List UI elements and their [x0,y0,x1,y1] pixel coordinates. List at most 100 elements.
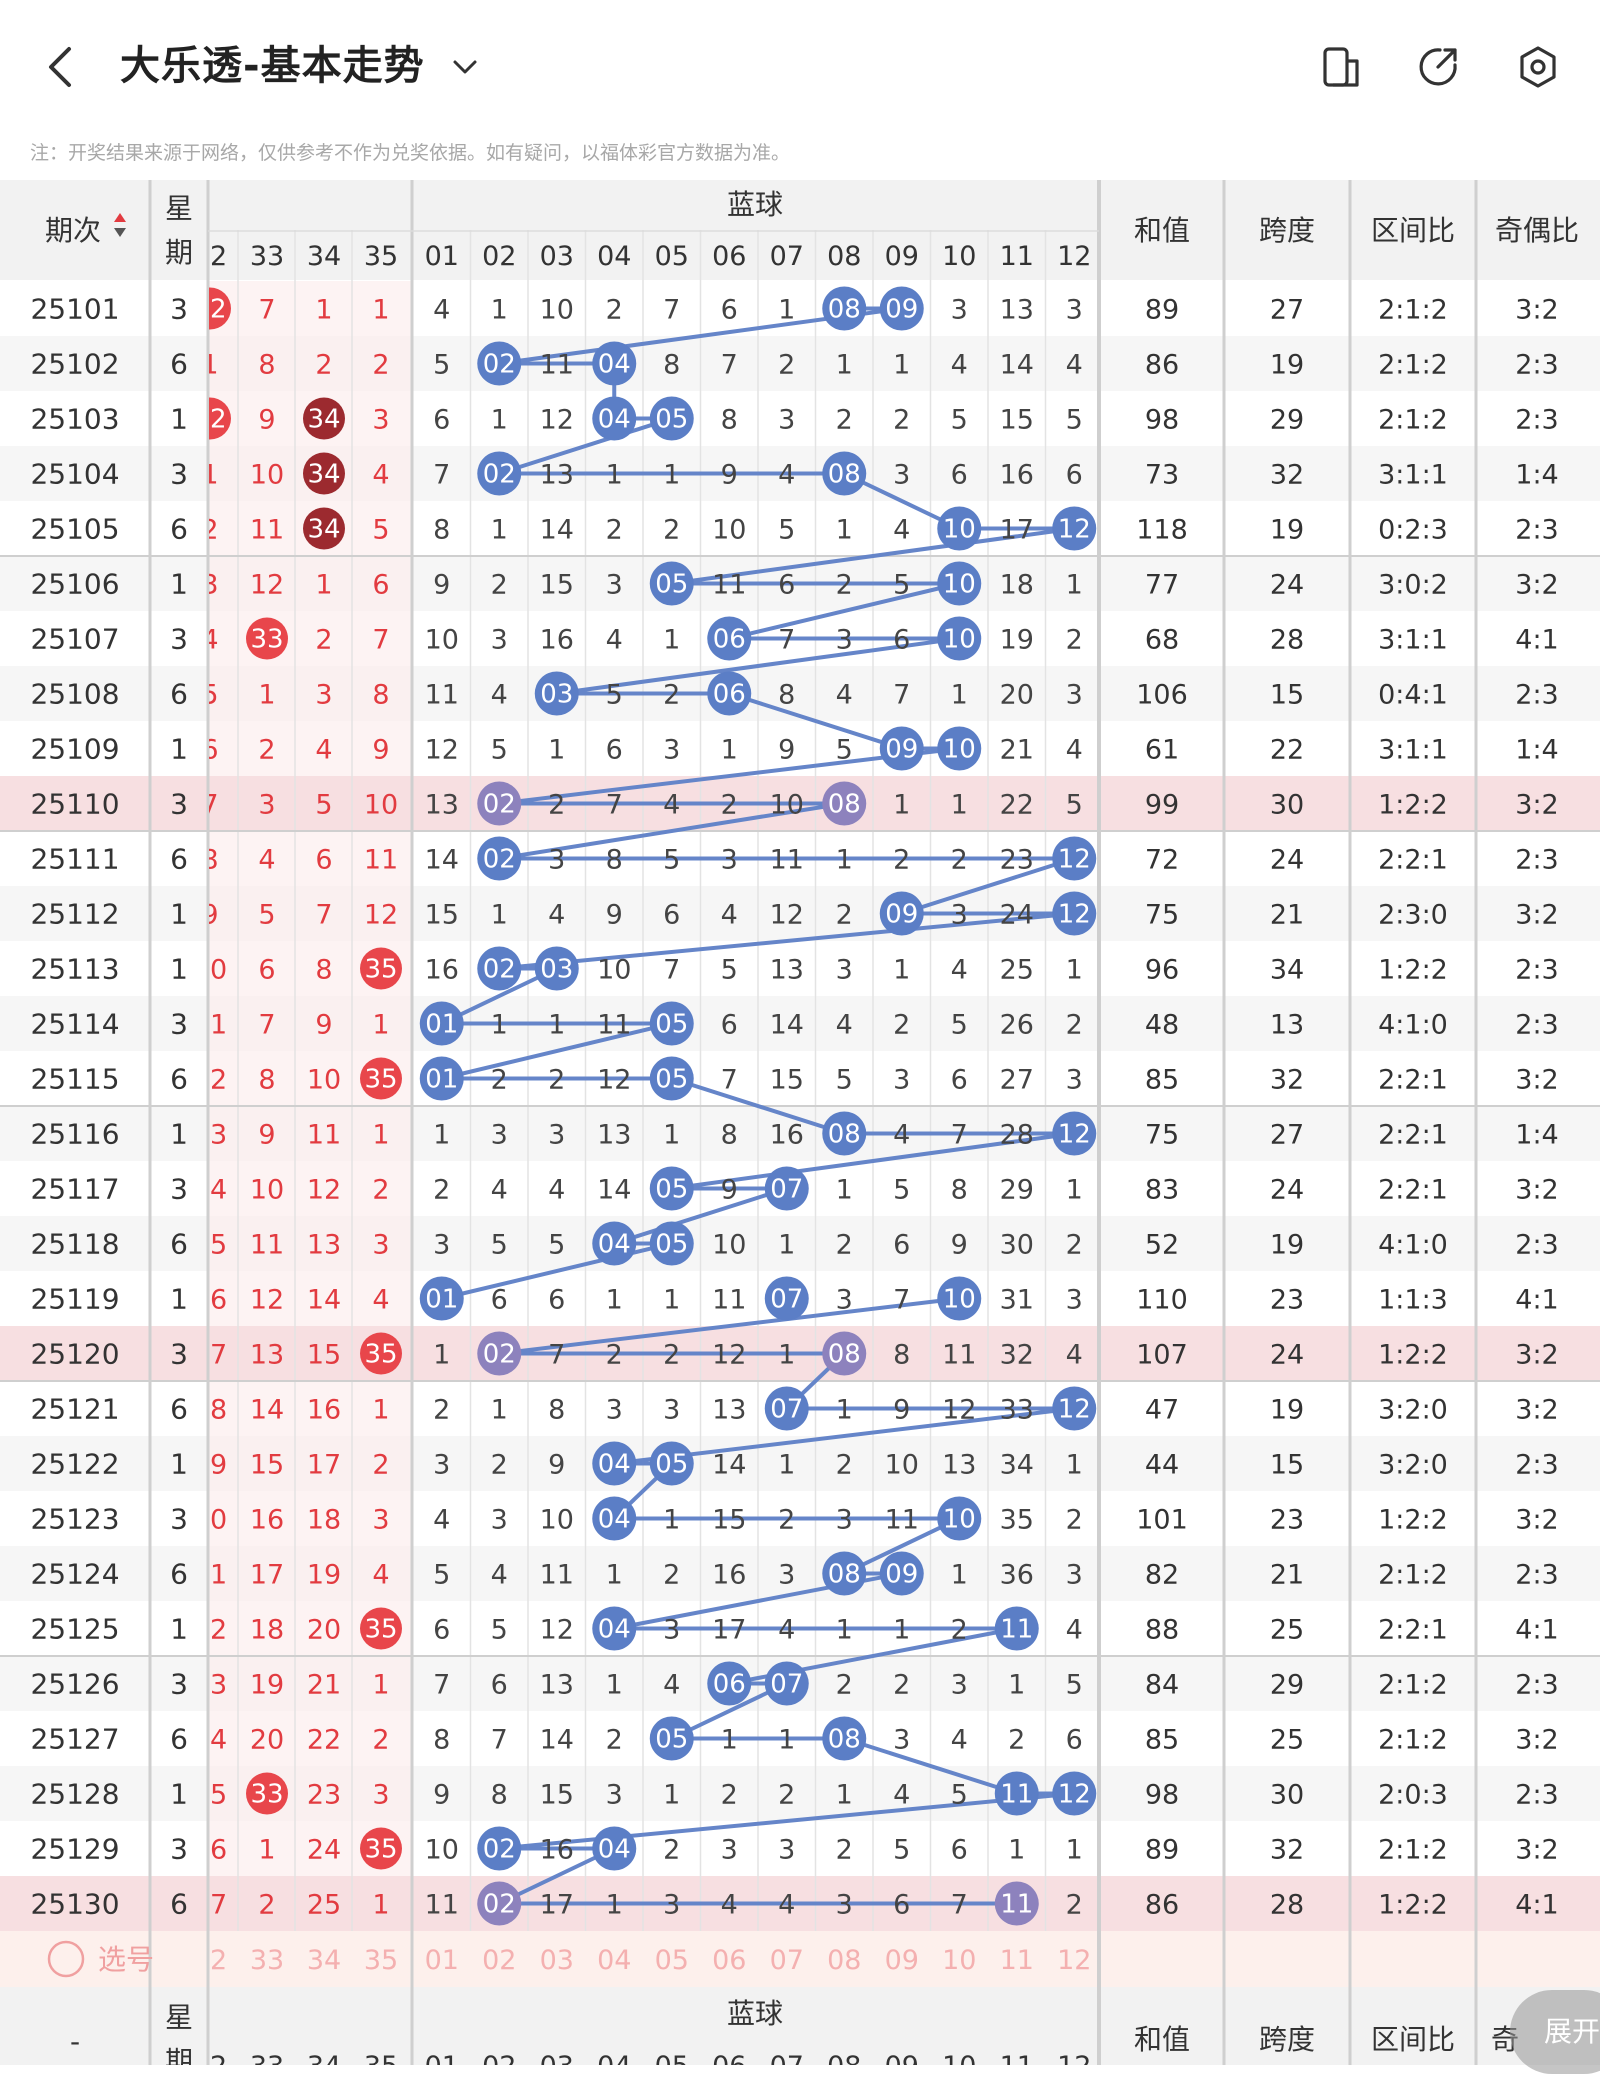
red-miss-cell: 1 [372,1395,389,1426]
issue-header[interactable]: 期次 [45,214,101,247]
week-cell: 3 [170,1008,188,1041]
pick-radio-icon[interactable] [47,1940,85,1978]
footer-blue-col-header: 12 [1057,2051,1091,2065]
red-miss-cell: 18 [250,1615,284,1646]
footer-issue: - [70,2025,80,2058]
stat-cell-sum: 84 [1145,1670,1179,1701]
blue-ball [592,1606,637,1651]
blue-miss-cell: 1 [663,1780,680,1811]
pick-label[interactable]: 选号 [98,1943,154,1976]
stat-cell-zone: 2:3:0 [1378,900,1448,931]
footer-blue-col-header: 02 [482,2051,516,2065]
trend-line [499,911,1075,971]
week-cell: 6 [170,348,188,381]
blue-miss-cell: 1 [663,1120,680,1151]
blue-ball [649,1056,694,1101]
blue-ball [649,396,694,441]
blue-miss-cell: 7 [433,1670,450,1701]
back-button[interactable] [32,38,90,96]
blue-miss-cell: 2 [548,1065,565,1096]
blue-ball [1052,1386,1097,1431]
issue-cell: 25115 [30,1063,119,1096]
stat-cell-span: 19 [1270,1395,1304,1426]
blue-miss-cell: 10 [425,1835,459,1866]
sort-up-icon[interactable] [114,213,126,222]
pick-blue-number[interactable]: 11 [1000,1945,1034,1976]
pick-blue-number[interactable]: 05 [655,1945,689,1976]
issue-cell: 25118 [30,1228,119,1261]
blue-ball [764,1166,809,1211]
red-miss-cell: 17 [250,1560,284,1591]
red-miss-cell: 13 [193,1120,227,1151]
week-cell: 3 [170,788,188,821]
pick-blue-number[interactable]: 09 [885,1945,919,1976]
sort-down-icon[interactable] [114,228,126,237]
pick-blue-number[interactable]: 02 [482,1945,516,1976]
red-zone-bg [209,281,412,336]
blue-miss-cell: 2 [721,790,738,821]
pick-blue-number[interactable]: 10 [942,1945,976,1976]
red-miss-cell: 10 [307,1065,341,1096]
stat-cell-span: 29 [1270,405,1304,436]
blue-ball [534,946,579,991]
blue-miss-cell: 6 [433,1615,450,1646]
fold-phone-button[interactable] [1312,38,1370,96]
red-miss-cell: 8 [315,955,332,986]
red-miss-cell: 15 [193,1230,227,1261]
pick-red-number[interactable]: 32 [193,1945,227,1976]
blue-miss-cell: 11 [712,1285,746,1316]
blue-miss-cell: 3 [951,295,968,326]
blue-ball-number: 01 [425,1065,458,1095]
pick-blue-number[interactable]: 12 [1057,1945,1091,1976]
stat-cell-sum: 68 [1145,625,1179,656]
pick-blue-number[interactable]: 07 [770,1945,804,1976]
blue-ball [822,1111,867,1156]
share-button[interactable] [1409,38,1467,96]
footer-stat-header: 和值 [1134,2023,1190,2056]
blue-miss-cell: 2 [606,295,623,326]
blue-miss-cell: 10 [540,1505,574,1536]
blue-ball [879,891,924,936]
stat-cell-oddeven: 3:2 [1515,900,1558,931]
issue-cell: 25130 [30,1888,119,1921]
pick-blue-number[interactable]: 03 [540,1945,574,1976]
red-miss-cell: 9 [258,405,275,436]
blue-miss-cell: 1 [778,1230,795,1261]
red-miss-cell: 9 [258,1120,275,1151]
blue-miss-cell: 17 [1000,515,1034,546]
pick-red-number[interactable]: 33 [250,1945,284,1976]
lottery-dropdown-toggle[interactable] [436,38,494,96]
blue-miss-cell: 10 [712,515,746,546]
stat-cell-oddeven: 4:1 [1515,1615,1558,1646]
pick-red-number[interactable]: 35 [364,1945,398,1976]
pick-blue-number[interactable]: 04 [597,1945,631,1976]
blue-ball-number: 10 [943,515,976,545]
blue-ball [477,341,522,386]
expand-button[interactable]: 展开 [1510,1990,1600,2074]
blue-miss-cell: 2 [491,570,508,601]
blue-miss-cell: 1 [893,350,910,381]
blue-ball-number: 08 [828,1560,861,1590]
pick-blue-number[interactable]: 08 [827,1945,861,1976]
blue-ball-number: 02 [483,1835,516,1865]
pick-blue-number[interactable]: 06 [712,1945,746,1976]
trend-line [556,636,960,696]
blue-miss-cell: 36 [1000,1560,1034,1591]
week-cell: 3 [170,1833,188,1866]
blue-ball [879,1551,924,1596]
blue-miss-cell: 12 [770,900,804,931]
settings-button[interactable] [1509,38,1567,96]
blue-miss-cell: 10 [425,625,459,656]
red-miss-cell: 3 [372,1230,389,1261]
blue-ball-number: 05 [655,570,688,600]
pick-blue-number[interactable]: 01 [425,1945,459,1976]
blue-miss-cell: 3 [433,1450,450,1481]
blue-miss-cell: 1 [491,1010,508,1041]
blue-ball [822,1716,867,1761]
blue-miss-cell: 4 [778,1615,795,1646]
blue-miss-cell: 4 [433,1505,450,1536]
pick-red-number[interactable]: 34 [307,1945,341,1976]
week-cell: 1 [170,568,188,601]
page-title[interactable]: 大乐透-基本走势 [120,43,425,89]
red-miss-cell: 1 [258,1835,275,1866]
